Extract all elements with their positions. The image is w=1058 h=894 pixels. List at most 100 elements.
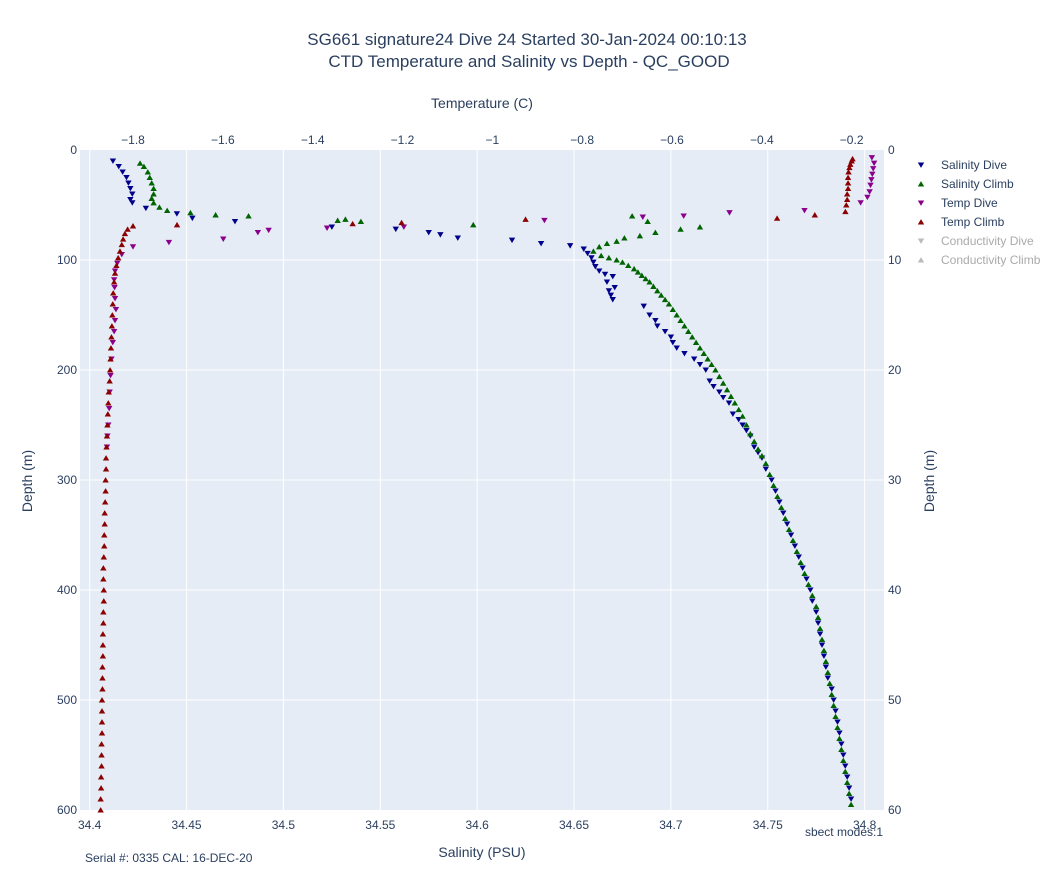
data-point [832, 708, 839, 714]
data-point [689, 334, 696, 340]
data-point [101, 499, 109, 505]
data-point [652, 229, 659, 236]
legend-item[interactable]: Temp Dive [917, 196, 998, 210]
data-point [580, 246, 587, 252]
data-point [642, 275, 649, 282]
data-point [97, 785, 105, 791]
data-point [768, 477, 775, 483]
data-point [828, 691, 835, 698]
data-point [537, 240, 545, 247]
data-point [838, 741, 845, 747]
data-point [677, 317, 684, 324]
legend-item[interactable]: Salinity Dive [917, 158, 1008, 172]
data-point [706, 378, 713, 384]
data-point [109, 339, 116, 346]
data-point [811, 212, 819, 218]
data-point [590, 248, 597, 254]
data-point [725, 400, 733, 406]
data-point [840, 757, 847, 764]
data-point [613, 238, 620, 244]
data-point [638, 272, 646, 278]
data-point [845, 785, 853, 791]
data-point [110, 279, 118, 285]
data-point [231, 218, 239, 225]
depth-right-tick-label: 40 [888, 583, 902, 597]
data-point [739, 422, 746, 428]
legend-item[interactable]: Temp Climb [917, 215, 1005, 229]
data-point [673, 345, 680, 351]
data-point [720, 380, 727, 386]
data-point [100, 565, 107, 571]
data-point [843, 774, 851, 780]
data-point [828, 686, 835, 692]
data-point [102, 466, 110, 472]
data-point [111, 295, 119, 302]
data-point [129, 244, 137, 250]
data-point [603, 279, 611, 285]
data-point [123, 174, 130, 181]
data-point [334, 217, 341, 223]
data-point [750, 438, 758, 445]
chart-title: SG661 signature24 Dive 24 Started 30-Jan… [307, 30, 746, 49]
data-point [867, 182, 874, 189]
data-point [165, 239, 173, 246]
data-point [99, 642, 107, 648]
data-point [103, 433, 111, 439]
data-point [115, 163, 122, 170]
data-point [747, 430, 754, 437]
data-point [129, 191, 136, 197]
data-point [681, 323, 688, 329]
legend-item[interactable]: Conductivity Climb [917, 253, 1041, 267]
data-point [119, 236, 127, 242]
data-point [611, 284, 618, 291]
legend-item[interactable]: Conductivity Dive [917, 234, 1034, 248]
data-point [99, 631, 107, 637]
series-salinity-climb [136, 160, 855, 808]
data-point [820, 653, 828, 659]
data-point [107, 356, 114, 362]
data-point [110, 328, 118, 335]
data-point [842, 763, 849, 769]
data-point [98, 741, 105, 747]
legend-marker [917, 200, 925, 206]
data-point [173, 211, 181, 217]
data-point [105, 405, 113, 412]
data-point [590, 259, 597, 266]
data-point [437, 232, 444, 238]
data-point [129, 200, 136, 206]
data-point [328, 224, 336, 230]
data-point [824, 669, 832, 676]
data-point [99, 653, 107, 659]
data-point [189, 215, 196, 222]
data-point [789, 537, 797, 544]
depth-right-axis-ticks: 0 10 20 30 40 50 60 [888, 143, 902, 817]
data-point [342, 216, 349, 222]
data-point [118, 241, 125, 248]
data-point [144, 169, 152, 175]
data-point [104, 422, 111, 428]
data-point [809, 598, 816, 604]
data-point [834, 724, 841, 731]
data-point [107, 372, 114, 379]
data-point [113, 262, 120, 269]
data-point [812, 609, 820, 615]
data-point [392, 226, 399, 233]
data-point [98, 752, 105, 758]
data-point [398, 219, 405, 226]
data-point [470, 221, 477, 228]
data-point [103, 444, 110, 450]
data-point [843, 196, 851, 203]
data-point [793, 548, 801, 555]
data-point [99, 675, 106, 681]
data-point [265, 227, 272, 234]
data-point [847, 161, 854, 167]
data-point [98, 730, 106, 736]
data-point [772, 488, 779, 494]
serial-annotation: Serial #: 0335 CAL: 16-DEC-20 [85, 851, 253, 865]
series-temp-climb [97, 155, 856, 813]
data-point [111, 284, 118, 291]
data-point [868, 155, 876, 161]
temperature-tick-label: −1.4 [301, 133, 325, 147]
data-point [106, 378, 113, 384]
legend-item[interactable]: Salinity Climb [917, 177, 1014, 191]
